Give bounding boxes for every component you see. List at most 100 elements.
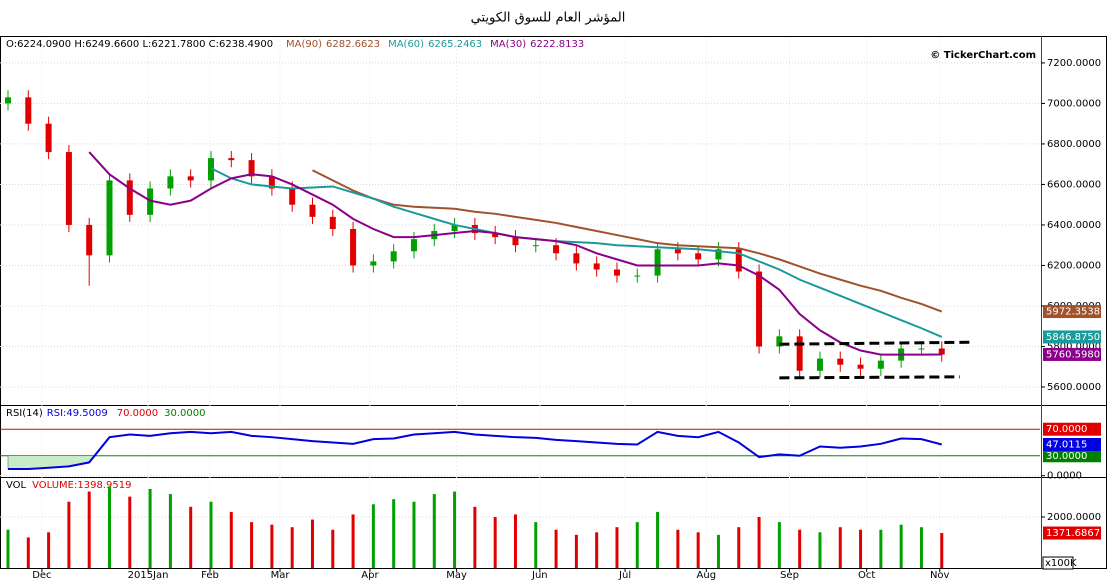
volume-bar: [534, 522, 538, 568]
volume-bar: [940, 533, 944, 568]
volume-bar: [615, 527, 619, 568]
volume-bar: [737, 527, 741, 568]
candle-body: [816, 358, 823, 371]
volume-bar: [67, 501, 71, 568]
volume-bar: [432, 494, 436, 568]
volume-bar: [493, 517, 497, 568]
candle-body: [45, 123, 52, 153]
candle-body: [126, 180, 133, 215]
ma-value-label-box: [1043, 330, 1101, 344]
volume-bar: [838, 527, 842, 568]
candle-body: [796, 336, 803, 371]
rsi-value-label-box: [1043, 437, 1101, 451]
volume-bar: [453, 491, 457, 568]
candle-body: [553, 245, 560, 254]
volume-bar: [879, 529, 883, 568]
candle-body: [695, 253, 702, 260]
candle-body: [735, 249, 742, 272]
ma-value-label-box: [1043, 305, 1101, 319]
unit-label: x100K: [1045, 558, 1077, 569]
candle-body: [715, 249, 722, 260]
level-label: 70.0000: [1046, 424, 1087, 435]
candle-body: [532, 245, 539, 247]
volume-bar: [676, 529, 680, 568]
y-tick-label: 5800.0000: [1047, 341, 1101, 352]
candle-body: [4, 97, 11, 104]
candle-body: [837, 358, 844, 365]
candle-body: [756, 271, 763, 347]
legend-name: MA(30): [490, 39, 526, 50]
candle-body: [410, 239, 417, 252]
x-tick-label: Oct: [858, 570, 875, 580]
panel-header: RSI:49.5009: [47, 408, 108, 419]
candle-body: [634, 275, 641, 277]
x-tick-label: Jul: [618, 570, 631, 580]
ma-value-label: 5760.5980: [1046, 349, 1100, 360]
candle-body: [268, 176, 275, 189]
ma-line: [210, 167, 943, 338]
volume-bar: [757, 517, 761, 568]
y-tick-label: 6200.0000: [1047, 260, 1101, 271]
volume-bar: [87, 491, 91, 568]
volume-value-label: 1371.6867: [1046, 528, 1100, 539]
level-header: 70.0000: [117, 408, 158, 419]
volume-bar: [899, 524, 903, 568]
candle-body: [654, 249, 661, 276]
candle-body: [187, 176, 194, 181]
y-tick-label: 7000.0000: [1047, 98, 1101, 109]
level-label-box: [1043, 422, 1101, 436]
unit-box: [1042, 556, 1074, 570]
candle-body: [228, 158, 235, 161]
volume-bar: [209, 501, 213, 568]
candle-body: [613, 269, 620, 276]
legend-value: 6222.8133: [530, 39, 584, 50]
x-tick-label: 2015Jan: [128, 570, 169, 580]
candle-body: [329, 216, 336, 229]
x-tick-label: Jun: [531, 570, 548, 580]
volume-value-label-box: [1043, 526, 1101, 540]
volume-bar: [392, 499, 396, 568]
candle-body: [918, 348, 925, 350]
volume-bar: [107, 486, 111, 568]
volume-bar: [270, 524, 274, 568]
legend-value: 6265.2463: [428, 39, 482, 50]
support-line: [779, 340, 975, 346]
candle-body: [370, 261, 377, 266]
volume-bar: [331, 529, 335, 568]
candle-body: [350, 229, 357, 266]
candle-body: [248, 160, 255, 177]
x-tick-label: Dec: [32, 570, 51, 580]
y-tick-label: 6600.0000: [1047, 179, 1101, 190]
candle-body: [106, 180, 113, 256]
y-tick-label: 2000.0000: [1047, 512, 1101, 523]
ma-value-label: 5846.8750: [1046, 332, 1100, 343]
volume-bar: [128, 496, 132, 568]
volume-bar: [818, 532, 822, 568]
volume-bar: [290, 527, 294, 568]
y-tick-label: 5600.0000: [1047, 382, 1101, 393]
ma-value-label: 5972.3538: [1046, 307, 1100, 318]
y-tick-label: 7200.0000: [1047, 58, 1101, 69]
candle-body: [573, 253, 580, 264]
candle-body: [877, 360, 884, 369]
candle-body: [512, 237, 519, 246]
candle-body: [857, 364, 864, 369]
ma-line: [88, 151, 942, 356]
candle-body: [309, 204, 316, 217]
volume-bar: [696, 532, 700, 568]
level-label: 30.0000: [1046, 451, 1087, 462]
level-label-box: [1043, 449, 1101, 463]
ma-line: [312, 169, 943, 313]
rsi-line: [7, 430, 943, 471]
ohlc-header: O:6224.0900 H:6249.6600 L:6221.7800 C:62…: [6, 39, 273, 50]
volume-bar: [351, 514, 355, 568]
panel-name: RSI(14): [6, 408, 43, 419]
candle-body: [776, 336, 783, 347]
volume-bar: [513, 514, 517, 568]
volume-bar: [635, 522, 639, 568]
ma-value-label-box: [1043, 347, 1101, 361]
candle-body: [390, 251, 397, 262]
candle-body: [289, 188, 296, 205]
